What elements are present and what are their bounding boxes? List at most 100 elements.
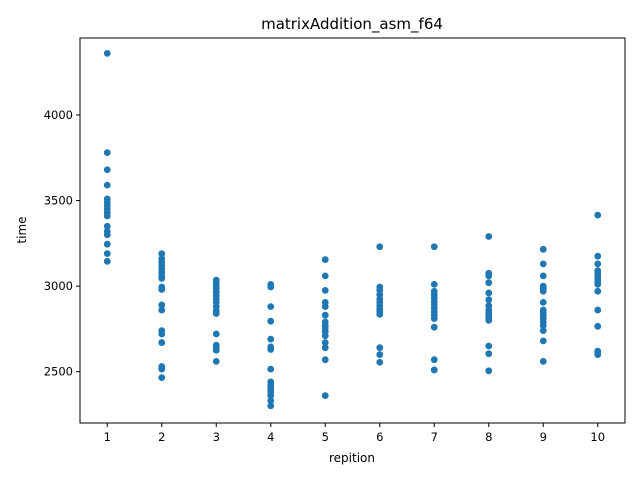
x-tick-label: 2 — [158, 430, 165, 444]
data-point — [321, 392, 329, 400]
data-point — [594, 260, 602, 268]
y-axis-label: time — [15, 216, 29, 243]
data-point — [158, 250, 166, 257]
data-point — [103, 240, 111, 248]
data-point — [539, 272, 547, 280]
data-point — [103, 231, 111, 239]
data-point — [594, 252, 602, 260]
data-point — [212, 358, 220, 365]
y-tick-label: 2500 — [44, 365, 73, 379]
data-point — [376, 358, 384, 366]
x-axis-label: repition — [329, 451, 375, 465]
data-point — [103, 222, 111, 230]
data-point — [321, 286, 329, 294]
data-point — [485, 289, 493, 297]
data-point — [430, 315, 438, 323]
data-point — [430, 366, 438, 374]
data-point — [321, 332, 329, 340]
x-tick-label: 7 — [431, 430, 438, 444]
data-point — [321, 339, 329, 346]
data-point — [158, 365, 166, 373]
data-point — [594, 306, 602, 314]
data-point — [594, 351, 602, 358]
data-point — [321, 356, 329, 364]
y-tick-label: 3500 — [44, 194, 73, 208]
data-point — [103, 212, 111, 220]
data-point — [321, 256, 329, 263]
data-point — [485, 272, 493, 280]
data-point — [321, 344, 329, 352]
y-axis-ticks: 2500 3000 3500 4000 — [44, 108, 80, 379]
data-point — [485, 296, 493, 304]
data-point — [539, 358, 547, 365]
data-point — [539, 337, 547, 345]
x-tick-label: 6 — [376, 430, 383, 444]
data-point — [594, 211, 602, 219]
data-point — [539, 298, 547, 306]
data-point — [158, 339, 166, 346]
data-point — [430, 356, 438, 364]
data-point — [212, 310, 220, 317]
data-point — [267, 392, 275, 400]
data-point — [267, 283, 275, 291]
data-point — [267, 335, 275, 343]
data-point — [485, 233, 493, 240]
data-point — [594, 287, 602, 295]
x-axis-ticks: 1 2 3 4 5 6 7 8 9 10 — [104, 423, 605, 444]
data-point — [267, 346, 275, 353]
data-point — [212, 346, 220, 354]
data-point — [485, 279, 493, 287]
data-point — [158, 275, 166, 282]
data-point — [321, 311, 329, 319]
data-point — [158, 306, 166, 314]
data-point — [485, 350, 493, 358]
data-point — [376, 351, 384, 358]
data-point — [376, 344, 384, 352]
data-point — [539, 260, 547, 268]
y-tick-label: 4000 — [44, 108, 73, 122]
data-point — [485, 342, 493, 350]
data-point — [430, 243, 438, 251]
chart-title: matrixAddition_asm_f64 — [261, 15, 443, 34]
plot-frame — [79, 37, 626, 424]
data-point — [103, 50, 111, 57]
data-point — [430, 323, 438, 331]
data-point — [267, 317, 275, 325]
data-point — [485, 316, 493, 324]
data-point — [321, 303, 329, 311]
data-point — [212, 330, 220, 338]
data-point — [594, 281, 602, 288]
data-point — [103, 149, 111, 157]
data-point — [539, 322, 547, 329]
data-point — [539, 245, 547, 253]
data-point — [539, 287, 547, 295]
data-point — [158, 286, 166, 293]
data-point — [103, 250, 111, 257]
data-points — [103, 50, 602, 410]
data-point — [376, 243, 384, 251]
data-point — [103, 181, 111, 189]
data-point — [267, 402, 275, 410]
data-point — [158, 330, 166, 338]
data-point — [267, 365, 275, 373]
x-tick-label: 5 — [322, 430, 329, 444]
data-point — [321, 272, 329, 280]
x-tick-label: 4 — [267, 430, 274, 444]
x-tick-label: 1 — [104, 430, 111, 444]
x-tick-label: 3 — [213, 430, 220, 444]
data-point — [376, 310, 384, 318]
x-tick-label: 10 — [590, 430, 605, 444]
data-point — [430, 281, 438, 288]
data-point — [485, 367, 493, 375]
data-point — [267, 303, 275, 311]
data-point — [103, 166, 111, 174]
data-point — [158, 374, 166, 382]
x-tick-label: 9 — [540, 430, 547, 444]
data-point — [539, 327, 547, 334]
y-tick-label: 3000 — [44, 279, 73, 293]
data-point — [103, 257, 111, 265]
data-point — [158, 301, 166, 309]
data-point — [594, 322, 602, 330]
data-point — [267, 397, 275, 405]
